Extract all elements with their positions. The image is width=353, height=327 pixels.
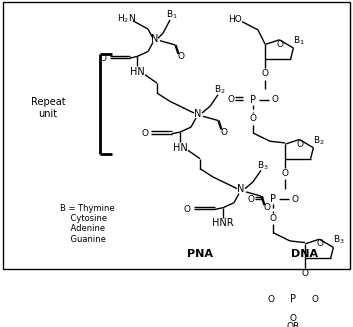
Text: O: O [250, 114, 257, 123]
Text: O: O [301, 269, 309, 278]
Text: P: P [290, 294, 296, 304]
Text: $\mathsf{B_3}$: $\mathsf{B_3}$ [257, 159, 269, 172]
Text: $\mathsf{B_1}$: $\mathsf{B_1}$ [166, 9, 178, 21]
Text: N: N [151, 34, 159, 44]
Text: B = Thymine
    Cytosine
    Adenine
    Guanine: B = Thymine Cytosine Adenine Guanine [60, 203, 115, 244]
Text: $\mathsf{B_2}$: $\mathsf{B_2}$ [313, 134, 325, 147]
Text: O: O [263, 203, 270, 212]
Text: O: O [221, 128, 227, 137]
Text: O: O [269, 214, 276, 223]
Text: O: O [100, 54, 107, 63]
Text: $\mathsf{B_1}$: $\mathsf{B_1}$ [293, 34, 305, 47]
Text: O: O [311, 295, 318, 303]
Text: N: N [194, 109, 202, 119]
Text: O: O [227, 95, 234, 104]
Text: O: O [297, 140, 304, 148]
Text: O: O [289, 314, 297, 323]
Text: O: O [184, 205, 191, 214]
Text: O: O [247, 195, 255, 204]
Text: P: P [270, 194, 276, 204]
Text: $\mathsf{H_2N}$: $\mathsf{H_2N}$ [117, 13, 136, 26]
Text: HNR: HNR [212, 218, 234, 229]
Text: PNA: PNA [187, 249, 213, 259]
Text: HN: HN [130, 67, 144, 77]
Text: O: O [262, 69, 269, 78]
Text: O: O [317, 239, 323, 248]
Text: O: O [271, 95, 279, 104]
Text: O: O [292, 195, 299, 204]
Text: P: P [250, 95, 256, 105]
Text: O: O [178, 52, 185, 61]
Text: $\mathsf{B_3}$: $\mathsf{B_3}$ [333, 234, 345, 246]
Text: O: O [141, 129, 148, 138]
Text: DNA: DNA [292, 249, 318, 259]
Text: Repeat
unit: Repeat unit [31, 97, 65, 119]
Text: OR: OR [286, 322, 300, 327]
Text: HN: HN [173, 143, 187, 153]
Text: HO: HO [228, 15, 242, 24]
Text: O: O [268, 295, 275, 303]
Text: O: O [281, 169, 288, 178]
Text: N: N [237, 184, 245, 195]
Text: $\mathsf{B_2}$: $\mathsf{B_2}$ [214, 83, 226, 96]
Text: O: O [276, 40, 283, 49]
